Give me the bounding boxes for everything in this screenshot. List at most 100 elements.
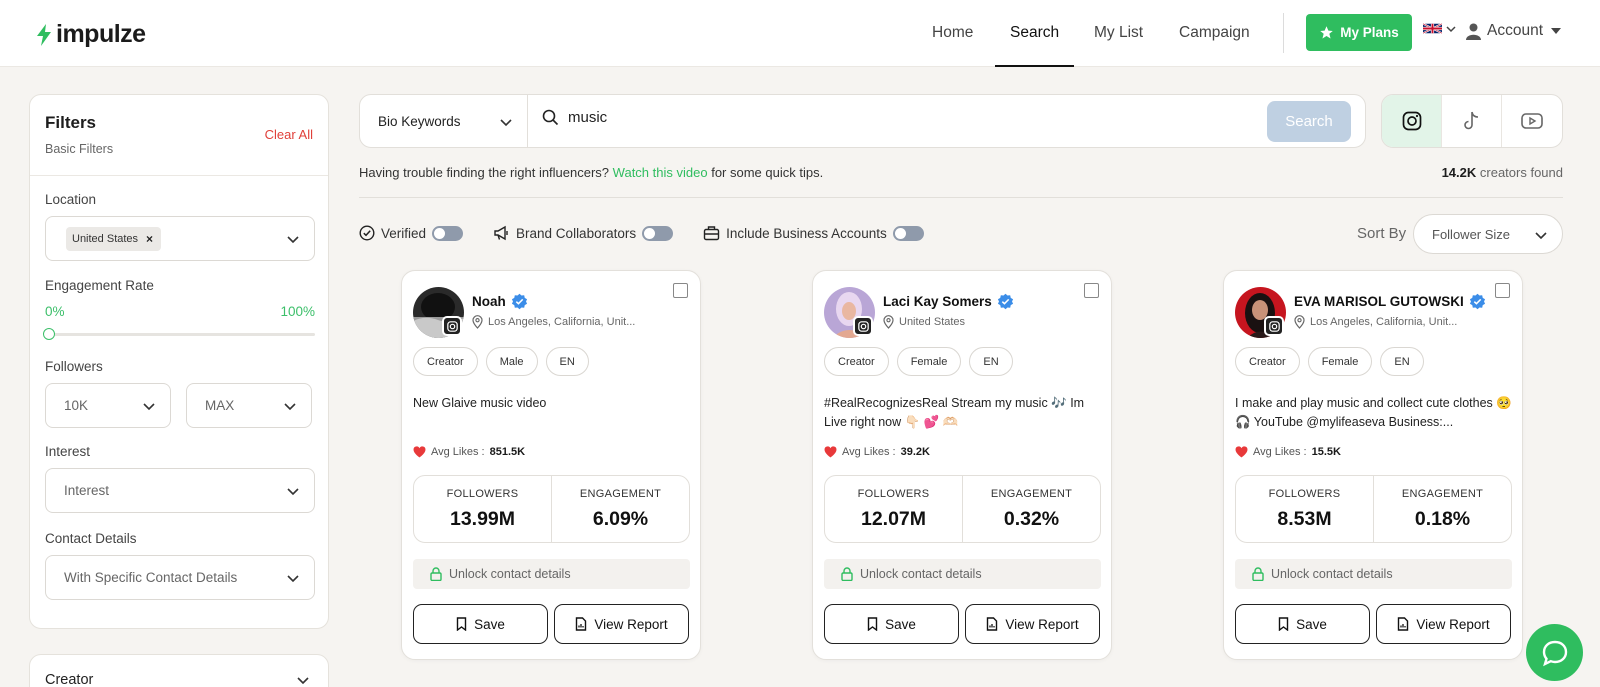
creator-name[interactable]: Laci Kay Somers [883,293,1014,310]
contact-select[interactable]: With Specific Contact Details [45,555,315,600]
chevron-down-icon [1446,25,1456,32]
avg-likes-value: 39.2K [900,446,930,458]
instagram-badge-icon [442,316,462,336]
verified-label: Verified [381,225,427,241]
save-button[interactable]: Save [1235,604,1370,644]
avg-likes: Avg Likes : 15.5K [1235,446,1341,458]
creator-card: Noah Los Angeles, California, Unit... Cr… [401,270,701,660]
creator-tags: Creator Female EN [824,347,1013,376]
unlock-contact-button[interactable]: Unlock contact details [824,559,1101,589]
hint-text-before: Having trouble finding the right influen… [359,165,610,180]
engagement-slider[interactable] [43,328,315,340]
search-type-select[interactable]: Bio Keywords [360,95,528,147]
creator-card: EVA MARISOL GUTOWSKI Los Angeles, Califo… [1223,270,1523,660]
results-count: 14.2K creators found [1442,165,1563,180]
creator-tags: Creator Female EN [1235,347,1424,376]
view-report-button[interactable]: View Report [554,604,689,644]
platform-tiktok[interactable] [1442,95,1502,147]
caret-down-icon [1551,28,1562,34]
select-creator-checkbox[interactable] [1084,283,1099,298]
unlock-contact-button[interactable]: Unlock contact details [1235,559,1512,589]
location-pin-icon [883,315,894,329]
brand-name: impulze [56,20,146,48]
followers-stat: FOLLOWERS 8.53M [1236,476,1374,542]
creator-bio: New Glaive music video [413,396,547,410]
tag-language: EN [1380,347,1424,376]
help-chat-button[interactable] [1526,624,1583,681]
engagement-max: 100% [280,304,315,319]
select-creator-checkbox[interactable] [1495,283,1510,298]
unlock-contact-button[interactable]: Unlock contact details [413,559,690,589]
search-input[interactable] [568,109,1208,126]
megaphone-icon [494,225,508,241]
search-button[interactable]: Search [1267,101,1351,142]
engagement-stat: ENGAGEMENT 0.18% [1374,476,1511,542]
sort-select[interactable]: Follower Size [1413,214,1563,254]
engagement-slider-handle[interactable] [43,328,55,340]
business-accounts-toggle[interactable] [892,225,924,241]
chat-bubble-icon [1542,640,1567,666]
nav-my-list[interactable]: My List [1094,24,1144,41]
language-selector[interactable] [1423,22,1457,35]
followers-max-value: MAX [205,398,235,413]
creator-filter-section[interactable]: Creator [29,654,329,687]
watch-video-link[interactable]: Watch this video [612,165,708,180]
tag-language: EN [545,347,589,376]
contact-label: Contact Details [45,531,137,546]
avg-likes-value: 851.5K [489,446,526,458]
engagement-stat: ENGAGEMENT 6.09% [552,476,689,542]
followers-min-select[interactable]: 10K [45,383,171,428]
platform-instagram[interactable] [1382,95,1442,147]
creator-location-text: Los Angeles, California, Unit... [1310,316,1458,328]
platform-youtube[interactable] [1502,95,1562,147]
account-menu[interactable]: Account [1466,22,1563,40]
creator-bio: I make and play music and collect cute c… [1235,396,1512,429]
interest-select[interactable]: Interest [45,468,315,513]
view-report-button[interactable]: View Report [1376,604,1511,644]
save-label: Save [474,616,505,632]
verified-badge-icon [511,293,527,310]
creator-location: United States [883,315,965,329]
engagement-stat-value: 0.18% [1414,507,1471,530]
chevron-down-icon [1535,232,1547,240]
creator-location: Los Angeles, California, Unit... [1294,315,1457,329]
followers-min-value: 10K [64,398,89,413]
instagram-badge-icon [1264,316,1284,336]
uk-flag-icon [1423,22,1442,35]
engagement-stat: ENGAGEMENT 0.32% [963,476,1100,542]
card-actions: Save View Report [1235,604,1511,644]
verified-check-icon [359,225,375,241]
engagement-stat-label: ENGAGEMENT [990,487,1073,500]
save-button[interactable]: Save [824,604,959,644]
sort-value: Follower Size [1432,226,1511,242]
location-select[interactable]: United States × [45,216,315,261]
remove-location-icon[interactable]: × [146,231,154,246]
chevron-down-icon [287,488,299,496]
verified-toggle[interactable] [432,225,464,241]
creator-name[interactable]: Noah [472,293,528,310]
avg-likes-label: Avg Likes : [1253,446,1307,458]
nav-search[interactable]: Search [995,0,1075,67]
my-plans-button[interactable]: My Plans [1306,14,1412,51]
bookmark-icon [1278,617,1289,631]
view-report-button[interactable]: View Report [965,604,1100,644]
chevron-down-icon [284,403,296,411]
chevron-down-icon [143,403,155,411]
search-field [542,109,1208,126]
brand-collaborators-toggle[interactable] [642,225,674,241]
creator-section-title: Creator [45,672,94,687]
my-plans-label: My Plans [1340,25,1399,40]
sort-by-label: Sort By [1357,225,1407,242]
nav-home[interactable]: Home [932,24,974,41]
bookmark-icon [867,617,878,631]
creator-name[interactable]: EVA MARISOL GUTOWSKI [1294,293,1486,310]
followers-stat-label: FOLLOWERS [1268,487,1341,500]
select-creator-checkbox[interactable] [673,283,688,298]
filters-panel: Filters Basic Filters Clear All Location… [29,94,329,629]
brand-logo[interactable]: impulze [36,20,146,49]
followers-max-select[interactable]: MAX [186,383,312,428]
nav-campaign[interactable]: Campaign [1179,24,1250,41]
clear-all-button[interactable]: Clear All [264,127,313,142]
save-button[interactable]: Save [413,604,548,644]
followers-label: Followers [45,359,103,374]
